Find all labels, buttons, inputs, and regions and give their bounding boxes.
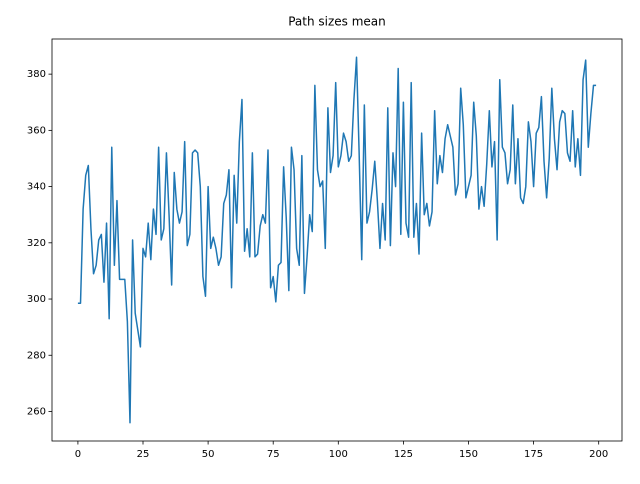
y-tick-label: 360 [27, 125, 46, 136]
line-series [77, 56, 597, 424]
x-tick-label: 200 [589, 449, 608, 460]
plot-frame [51, 38, 623, 442]
x-tick-label: 100 [329, 449, 348, 460]
x-tick-label: 25 [137, 449, 150, 460]
chart-title: Path sizes mean [288, 15, 386, 29]
y-tick-label: 340 [27, 182, 46, 193]
y-tick-label: 380 [27, 69, 46, 80]
y-tick-label: 320 [27, 238, 46, 249]
x-tick-label: 125 [394, 449, 413, 460]
x-tick-label: 175 [524, 449, 543, 460]
x-tick-label: 0 [75, 449, 81, 460]
y-tick-label: 300 [27, 294, 46, 305]
y-tick-label: 280 [27, 350, 46, 361]
x-tick-label: 75 [267, 449, 280, 460]
x-tick-label: 150 [459, 449, 478, 460]
x-tick-label: 50 [202, 449, 215, 460]
y-tick-label: 260 [27, 406, 46, 417]
